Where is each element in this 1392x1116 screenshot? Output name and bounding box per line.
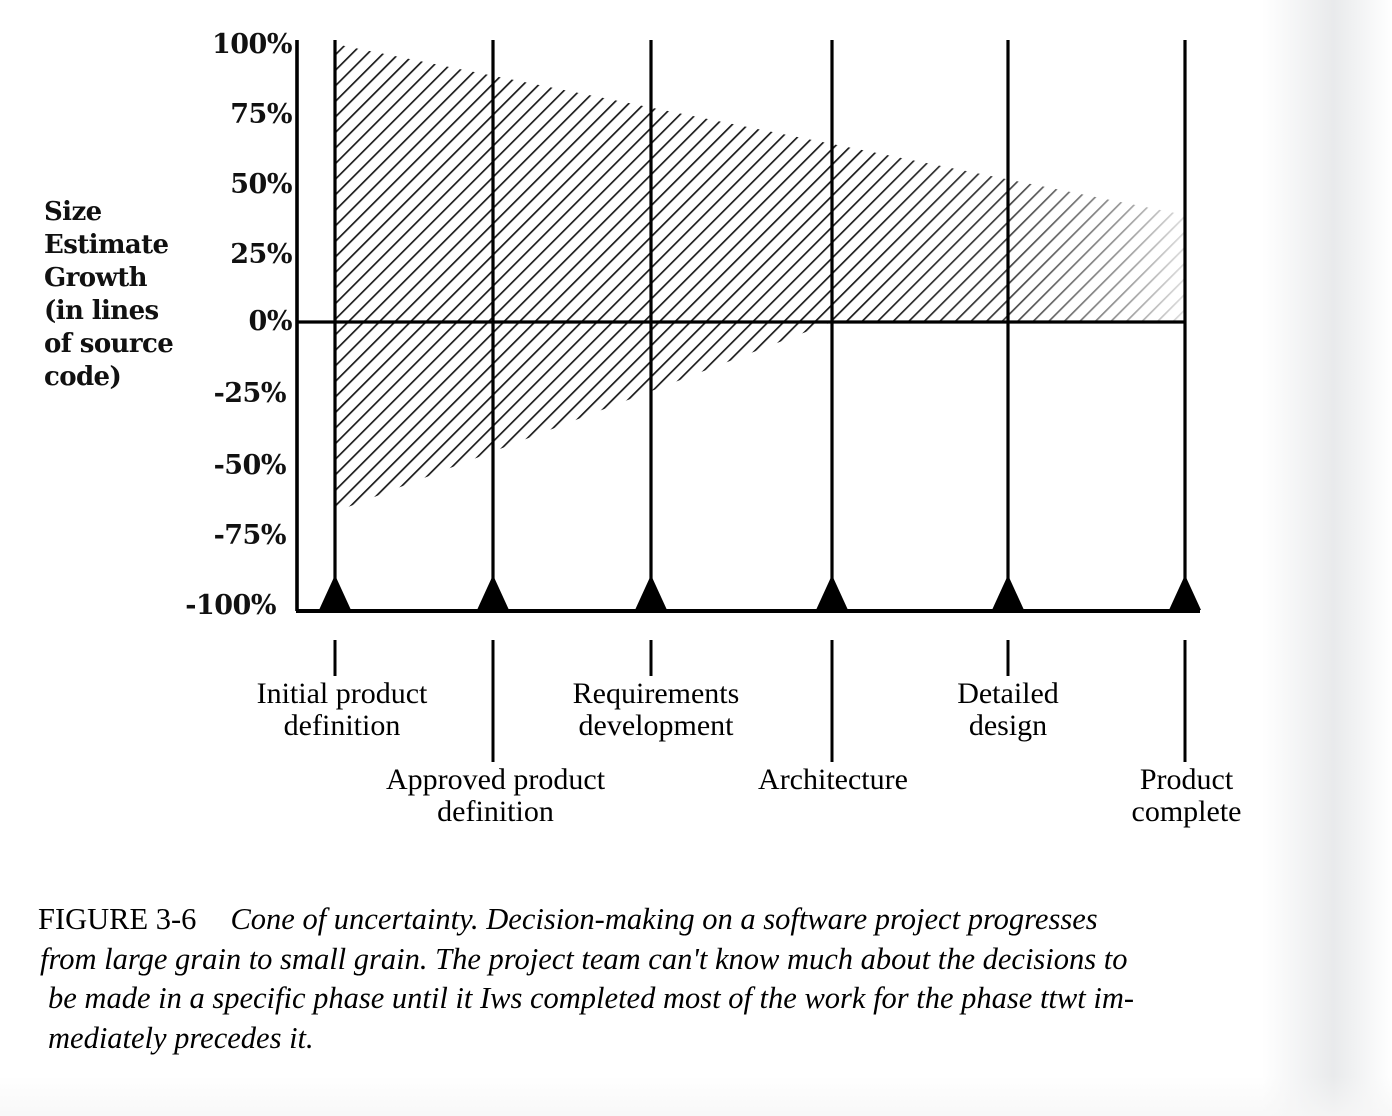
milestone-label-line-1: Product <box>1139 763 1234 796</box>
milestone-label-line-2: definition <box>283 709 401 743</box>
y-tick-label-m25: -25% <box>213 378 287 409</box>
figure-caption: FIGURE 3-6 Cone of uncertainty. Decision-… <box>38 900 1360 1059</box>
y-tick-label-m50: -50% <box>213 450 287 481</box>
milestone-leader-lines <box>333 640 1187 762</box>
y-axis-title-line-1: Size <box>44 197 102 227</box>
caption-line-1: Cone of uncertainty. Decision-making on … <box>230 902 1098 936</box>
y-axis-title-line-5: of source <box>44 329 174 360</box>
y-axis-title-line-2: Estimate <box>44 230 169 261</box>
milestone-gridlines <box>333 40 1187 611</box>
milestone-label-line-2: definition <box>437 795 554 829</box>
y-axis-title-line-3: Growth <box>44 263 148 294</box>
chart-plot-svg <box>295 40 1201 762</box>
y-tick-label-25: 25% <box>230 239 292 270</box>
cone-of-uncertainty-chart: 100% 75% 50% 25% 0% -25% -50% -75% -100%… <box>44 29 1299 829</box>
y-tick-label-0: 0% <box>248 306 293 337</box>
y-tick-label-75: 75% <box>230 99 292 130</box>
scan-shadow-bottom <box>0 1076 1392 1116</box>
caption-line-2: from large grain to small grain. The pro… <box>40 941 1128 976</box>
y-axis-title: Size Estimate Growth (in lines of source… <box>44 196 204 394</box>
y-axis-title-line-4: (in lines <box>44 296 159 327</box>
milestone-label-line-2: development <box>578 709 734 743</box>
milestone-label-line-1: Initial product <box>256 677 428 710</box>
y-tick-label-100: 100% <box>211 29 293 60</box>
figure-number: FIGURE 3-6 <box>38 902 197 936</box>
milestone-label-line-2: design <box>968 709 1048 743</box>
milestone-label-requirements-development: Requirements development <box>531 677 781 743</box>
milestone-label-line-1: Approved product <box>385 763 606 796</box>
milestone-label-architecture: Architecture <box>718 763 948 796</box>
y-tick-label-m75: -75% <box>213 520 287 551</box>
milestone-label-line-1: Requirements <box>572 677 740 710</box>
milestone-label-product-complete: Product complete <box>1074 763 1299 829</box>
milestone-markers <box>319 575 1201 610</box>
y-axis-title-line-6: code) <box>44 362 122 393</box>
milestone-label-approved-product-definition: Approved product definition <box>343 763 648 829</box>
milestone-label-initial-product-definition: Initial product definition <box>222 677 462 743</box>
y-tick-label-m100: -100% <box>185 590 276 621</box>
caption-line-3: be made in a specific phase until it Iws… <box>48 981 1134 1016</box>
milestone-label-detailed-design: Detailed design <box>893 677 1123 743</box>
milestone-label-line-1: Architecture <box>758 763 908 796</box>
milestone-label-line-2: complete <box>1131 795 1242 829</box>
uncertainty-cone-region <box>335 44 1185 512</box>
y-tick-label-50: 50% <box>230 169 292 200</box>
milestone-label-line-1: Detailed <box>957 677 1059 710</box>
caption-line-4: mediately precedes it. <box>48 1020 314 1055</box>
